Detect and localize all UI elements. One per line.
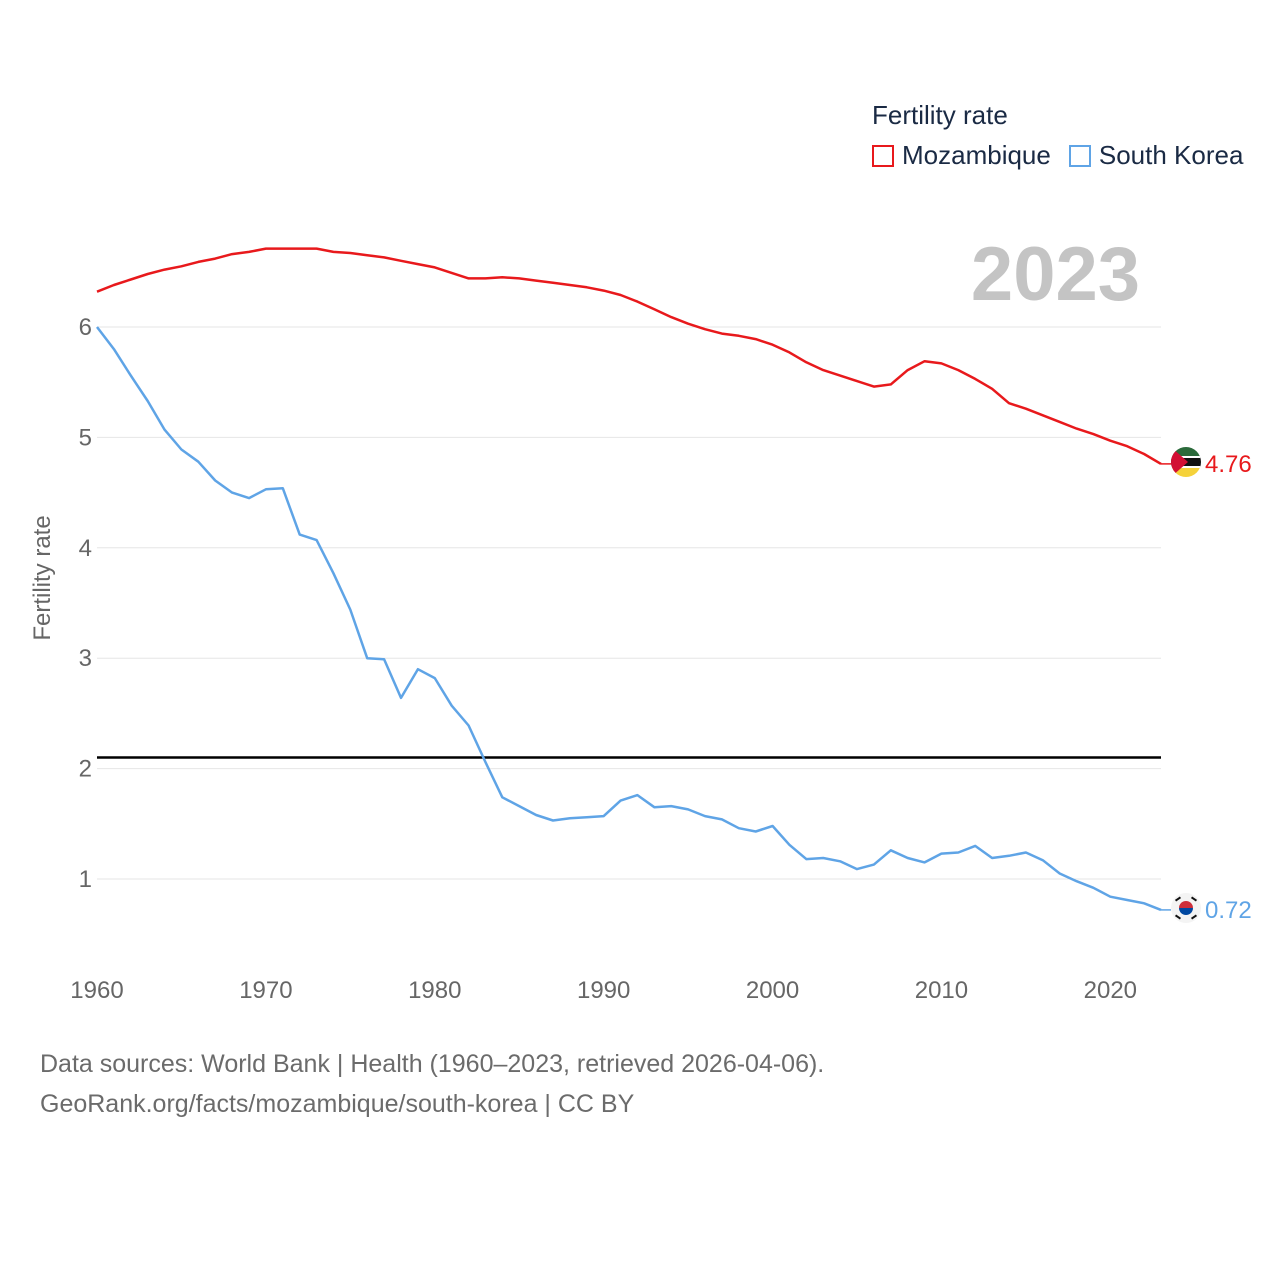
south-korea-flag-icon <box>1171 893 1201 923</box>
end-label-south-korea: 0.72 <box>1205 897 1252 924</box>
y-tick-label: 5 <box>79 424 92 451</box>
legend-label-mozambique: Mozambique <box>902 140 1051 170</box>
y-tick-label: 6 <box>79 314 92 341</box>
series-line-south-korea <box>96 326 1162 912</box>
legend-swatch-south-korea <box>1068 144 1091 167</box>
legend-swatch-mozambique <box>872 144 894 167</box>
x-tick-label: 2020 <box>1084 977 1137 1004</box>
year-label: 2023 <box>971 232 1140 317</box>
x-tick-label: 1990 <box>577 977 630 1004</box>
x-tick-label: 2010 <box>915 977 968 1004</box>
y-axis-title: Fertility rate <box>29 515 56 640</box>
legend-title: Fertility rate <box>872 100 1008 130</box>
end-label-mozambique: 4.76 <box>1205 451 1252 478</box>
x-tick-label: 2000 <box>746 977 799 1004</box>
y-tick-label: 1 <box>79 866 92 893</box>
y-tick-label: 4 <box>79 535 92 562</box>
source-note: Data sources: World Bank | Health (1960–… <box>40 1044 824 1124</box>
legend-label-south-korea: South Korea <box>1098 140 1244 170</box>
x-tick-label: 1980 <box>408 977 461 1004</box>
legend-item-mozambique[interactable]: Mozambique <box>872 140 1051 171</box>
legend: Mozambique South Korea <box>872 140 1261 171</box>
x-tick-label: 1970 <box>239 977 292 1004</box>
mozambique-flag-icon <box>1171 447 1201 477</box>
y-tick-label: 2 <box>79 756 92 783</box>
source-line-1: Data sources: World Bank | Health (1960–… <box>40 1050 825 1078</box>
y-tick-label: 3 <box>79 645 92 672</box>
x-tick-label: 1960 <box>70 977 123 1004</box>
source-line-2[interactable]: GeoRank.org/facts/mozambique/south-korea… <box>40 1090 635 1118</box>
series-line-mozambique <box>96 247 1162 465</box>
legend-item-south-korea[interactable]: South Korea <box>1068 140 1244 171</box>
